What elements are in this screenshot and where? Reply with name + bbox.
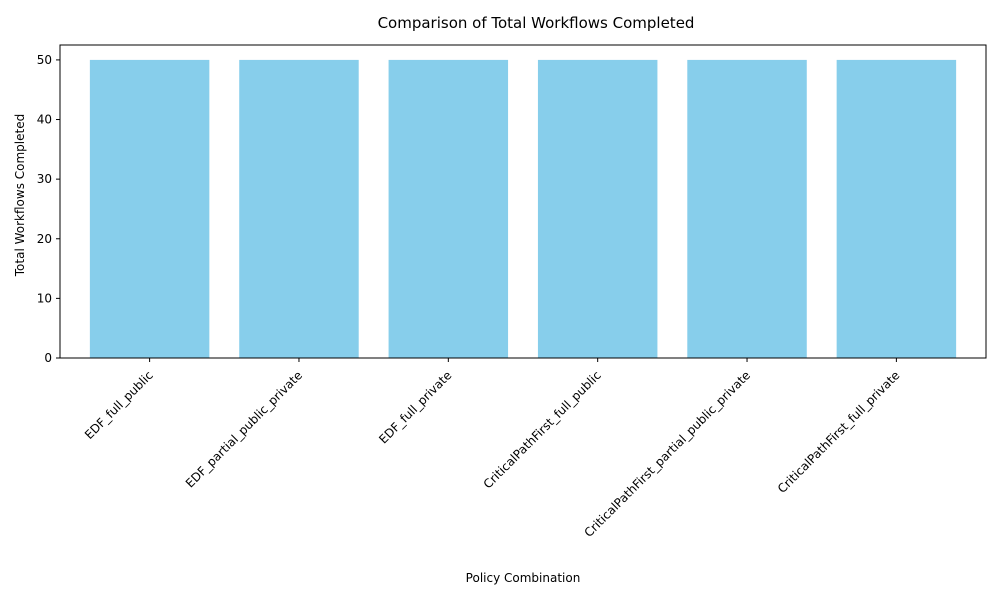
y-tick-label: 30 [37,172,52,186]
y-tick-label: 0 [44,351,52,365]
y-axis-label: Total Workflows Completed [13,114,27,277]
bar-2 [239,59,359,359]
y-tick-label: 40 [37,113,52,127]
x-tick-label: EDF_partial_public_private [183,368,305,490]
x-tick-label: CriticalPathFirst_partial_public_private [582,368,754,540]
bar-3 [388,59,509,359]
bar-4 [537,59,658,359]
chart-title: Comparison of Total Workflows Completed [378,14,695,32]
x-axis-label: Policy Combination [466,571,581,585]
y-tick-label: 20 [37,232,52,246]
bar-5 [687,59,807,359]
x-tick-label: EDF_full_private [376,368,454,446]
bar-1 [89,59,210,359]
y-tick-label: 50 [37,53,52,67]
plot-area: 0 10 20 30 40 50 EDF_full_public EDF_partial_pu… [37,44,987,540]
x-tick-label: CriticalPathFirst_full_private [775,368,903,496]
plot-frame [59,44,987,359]
y-tick-label: 10 [37,291,52,305]
x-tick-label: EDF_full_public [82,368,156,442]
x-tick-label: CriticalPathFirst_full_public [481,368,604,491]
bar-6 [836,59,957,359]
